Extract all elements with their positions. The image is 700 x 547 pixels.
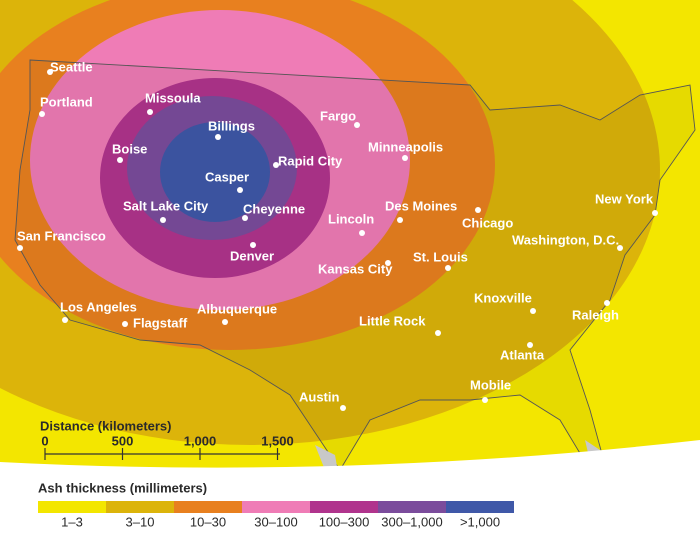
scale-label: 1,000 — [184, 433, 217, 448]
legend-swatch — [38, 501, 106, 513]
legend-label: 1–3 — [61, 514, 83, 529]
ash-zone — [160, 122, 270, 222]
legend-label: 10–30 — [190, 514, 226, 529]
city-dot — [475, 207, 481, 213]
legend-swatch — [242, 501, 310, 513]
city-label: Seattle — [50, 59, 93, 74]
legend-label: 3–10 — [126, 514, 155, 529]
city-dot — [62, 317, 68, 323]
city-dot — [397, 217, 403, 223]
city-dot — [604, 300, 610, 306]
ash-zones — [0, 0, 660, 445]
city-label: Lincoln — [328, 211, 374, 226]
city-dot — [530, 308, 536, 314]
city-label: Minneapolis — [368, 139, 443, 154]
cities: Seattle Portland Missoula Billings Boise Casp… — [17, 59, 658, 411]
city-dot — [445, 265, 451, 271]
city-dot — [617, 245, 623, 251]
legend-title: Ash thickness (millimeters) — [38, 480, 207, 495]
city-label: Austin — [299, 389, 340, 404]
city-label: Kansas City — [318, 261, 393, 276]
city-label: San Francisco — [17, 228, 106, 243]
city-dot — [122, 321, 128, 327]
city-label: Portland — [40, 94, 93, 109]
city-dot — [160, 217, 166, 223]
city-dot — [273, 162, 279, 168]
city-label: Cheyenne — [243, 201, 305, 216]
city-label: Flagstaff — [133, 315, 188, 330]
city-label: Atlanta — [500, 347, 545, 362]
city-label: Raleigh — [572, 307, 619, 322]
city-label: Los Angeles — [60, 299, 137, 314]
city-label: Washington, D.C. — [512, 232, 619, 247]
city-label: New York — [595, 191, 654, 206]
scale-ticks: 0 500 1,000 1,500 — [41, 433, 294, 460]
legend-swatch — [310, 501, 378, 513]
us-outline — [14, 59, 696, 471]
city-label: Salt Lake City — [123, 198, 209, 213]
city-dot — [39, 111, 45, 117]
city-label: St. Louis — [413, 249, 468, 264]
city-label: Knoxville — [474, 290, 532, 305]
legend-swatch — [174, 501, 242, 513]
city-dot — [359, 230, 365, 236]
city-dot — [482, 397, 488, 403]
city-label: Denver — [230, 248, 274, 263]
city-label: Albuquerque — [197, 301, 277, 316]
legend-swatch — [378, 501, 446, 513]
city-label: Chicago — [462, 215, 513, 230]
city-label: Billings — [208, 118, 255, 133]
city-label: Rapid City — [278, 153, 343, 168]
city-dot — [215, 134, 221, 140]
city-dot — [47, 69, 53, 75]
city-dot — [527, 342, 533, 348]
city-dot — [435, 330, 441, 336]
city-dot — [385, 260, 391, 266]
legend-swatch — [106, 501, 174, 513]
city-label: Fargo — [320, 108, 356, 123]
legend-label: 30–100 — [254, 514, 297, 529]
city-dot — [117, 157, 123, 163]
city-dot — [237, 187, 243, 193]
city-label: Boise — [112, 141, 147, 156]
legend: 1–3 3–10 10–30 30–100 100–300 300–1,000 >1,000 — [38, 501, 514, 529]
legend-label: >1,000 — [460, 514, 500, 529]
city-dot — [354, 122, 360, 128]
bottom-panel — [0, 440, 700, 547]
legend-label: 300–1,000 — [381, 514, 442, 529]
city-dot — [17, 245, 23, 251]
city-dot — [250, 242, 256, 248]
legend-label: 100–300 — [319, 514, 370, 529]
city-dot — [222, 319, 228, 325]
city-dot — [147, 109, 153, 115]
city-dot — [652, 210, 658, 216]
city-dot — [340, 405, 346, 411]
city-label: Des Moines — [385, 198, 457, 213]
city-dot — [242, 215, 248, 221]
city-label: Missoula — [145, 90, 201, 105]
scale-label: 0 — [41, 433, 48, 448]
scale-label: 1,500 — [261, 433, 294, 448]
scale-title: Distance (kilometers) — [40, 418, 172, 433]
city-label: Mobile — [470, 377, 511, 392]
legend-swatch — [446, 501, 514, 513]
city-label: Casper — [205, 169, 249, 184]
scale-label: 500 — [112, 433, 134, 448]
city-label: Little Rock — [359, 313, 426, 328]
city-dot — [402, 155, 408, 161]
